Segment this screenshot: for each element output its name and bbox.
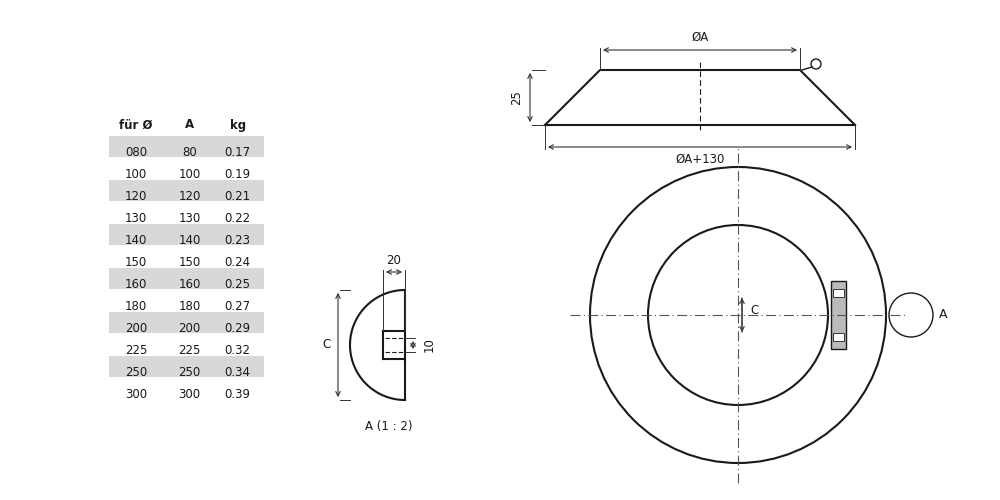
Bar	[831, 281, 846, 349]
Bar	[215, 356, 264, 377]
Bar	[109, 356, 168, 377]
Text: 0.27: 0.27	[225, 300, 251, 312]
Text: 0.23: 0.23	[225, 234, 251, 246]
Text: 120: 120	[178, 190, 201, 202]
Text: 180: 180	[178, 300, 201, 312]
Text: 0.17: 0.17	[225, 146, 251, 158]
Text: 200: 200	[178, 322, 201, 334]
Text: 180: 180	[125, 300, 147, 312]
Text: 100: 100	[178, 168, 201, 180]
Text: 150: 150	[125, 256, 147, 268]
Bar	[167, 136, 216, 157]
Text: 250: 250	[125, 366, 147, 378]
Text: ØA: ØA	[691, 31, 709, 44]
Text: 160: 160	[125, 278, 147, 290]
Bar	[215, 312, 264, 333]
Text: für Ø: für Ø	[119, 118, 153, 132]
Text: 0.21: 0.21	[225, 190, 251, 202]
Text: 10: 10	[423, 338, 436, 352]
Text: 300: 300	[179, 388, 201, 400]
Bar	[215, 224, 264, 245]
Text: 0.24: 0.24	[225, 256, 251, 268]
Text: 225: 225	[178, 344, 201, 356]
Text: 0.25: 0.25	[225, 278, 251, 290]
Bar	[167, 224, 216, 245]
Text: 130: 130	[178, 212, 201, 224]
Bar	[109, 224, 168, 245]
Bar	[167, 180, 216, 201]
Text: 140: 140	[178, 234, 201, 246]
Text: 0.19: 0.19	[225, 168, 251, 180]
Text: 200: 200	[125, 322, 147, 334]
Text: C: C	[323, 338, 331, 351]
Bar	[167, 312, 216, 333]
Text: 20: 20	[387, 254, 401, 267]
Bar	[167, 268, 216, 289]
Text: 0.32: 0.32	[225, 344, 251, 356]
Bar	[109, 312, 168, 333]
Text: A (1 : 2): A (1 : 2)	[365, 420, 413, 433]
Bar	[167, 356, 216, 377]
Bar	[833, 289, 844, 297]
Text: 100: 100	[125, 168, 147, 180]
Bar	[215, 268, 264, 289]
Text: 250: 250	[178, 366, 201, 378]
Text: 150: 150	[178, 256, 201, 268]
Text: 080: 080	[125, 146, 147, 158]
Text: 0.22: 0.22	[225, 212, 251, 224]
Text: 0.39: 0.39	[225, 388, 251, 400]
Text: 25: 25	[510, 90, 523, 105]
Text: A: A	[185, 118, 194, 132]
Bar	[109, 136, 168, 157]
Bar	[833, 333, 844, 341]
Text: 0.29: 0.29	[225, 322, 251, 334]
Text: 120: 120	[125, 190, 147, 202]
Text: 140: 140	[125, 234, 147, 246]
Text: ØA+130: ØA+130	[675, 153, 725, 166]
Text: 80: 80	[182, 146, 197, 158]
Text: 130: 130	[125, 212, 147, 224]
Text: 160: 160	[178, 278, 201, 290]
Text: C: C	[750, 304, 758, 318]
Text: 225: 225	[125, 344, 147, 356]
Text: kg: kg	[230, 118, 246, 132]
Bar	[109, 268, 168, 289]
Text: 300: 300	[125, 388, 147, 400]
Bar	[215, 180, 264, 201]
Bar	[109, 180, 168, 201]
Text: 0.34: 0.34	[225, 366, 251, 378]
Text: A: A	[939, 308, 948, 322]
Bar	[215, 136, 264, 157]
